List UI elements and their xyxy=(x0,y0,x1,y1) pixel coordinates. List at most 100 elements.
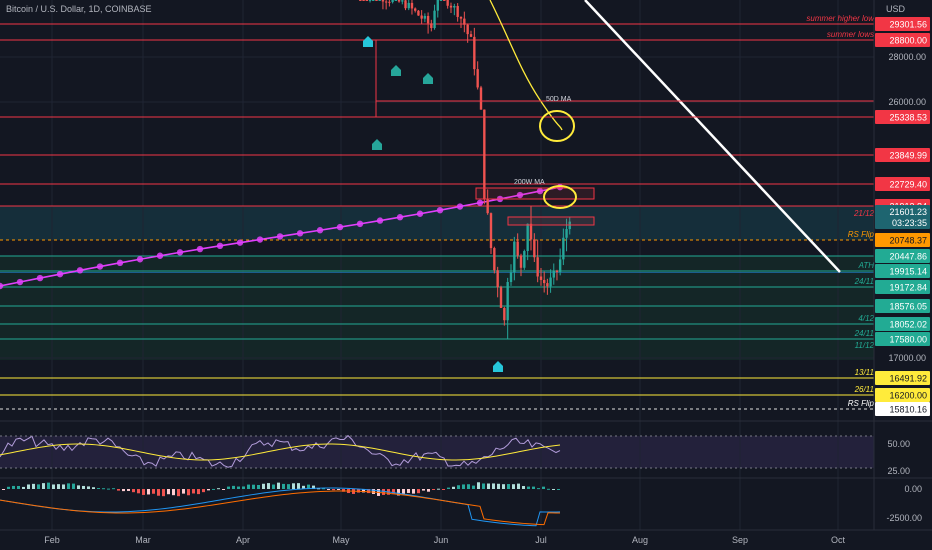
candle-body xyxy=(397,0,401,2)
price-level-label: 20447.86 xyxy=(889,252,927,262)
time-axis[interactable]: Feb Mar Apr May Jun Jul Aug Sep Oct xyxy=(0,529,932,550)
macd-histogram-bar xyxy=(302,485,305,489)
macd-histogram-bar xyxy=(372,489,375,494)
descending-trendline xyxy=(584,0,841,273)
symbol-title[interactable]: Bitcoin / U.S. Dollar, 1D, COINBASE xyxy=(6,4,152,14)
macd-histogram-bar xyxy=(232,485,235,489)
candle-body xyxy=(536,257,539,277)
level-note: 24/11 xyxy=(854,277,874,286)
level-note: summer lows xyxy=(827,30,874,39)
price-level-tag xyxy=(875,332,930,346)
candle-body xyxy=(542,279,546,284)
macd-histogram-bar xyxy=(157,489,160,496)
ma-200w-dot xyxy=(0,282,4,290)
macd-signal-line xyxy=(0,490,561,526)
macd-histogram-bar xyxy=(552,488,555,490)
macd-histogram-bar xyxy=(412,489,415,494)
ma-200w-dot xyxy=(96,263,104,270)
zone-band xyxy=(0,256,874,360)
candle-body xyxy=(469,34,473,37)
macd-histogram-bar xyxy=(472,485,475,489)
candle-body xyxy=(459,16,463,19)
macd-histogram-bar xyxy=(12,485,15,489)
macd-histogram-bar xyxy=(367,489,370,494)
candle-body xyxy=(486,198,489,214)
macd-histogram-bar xyxy=(282,483,285,489)
level-note: 24/11 xyxy=(854,329,874,338)
macd-histogram-bar xyxy=(217,488,220,490)
ma-200w-dot xyxy=(476,199,484,206)
macd-histogram-bar xyxy=(482,483,485,489)
candle-body xyxy=(378,0,381,1)
ma-200w-dot xyxy=(416,210,424,217)
price-level-tag xyxy=(875,402,930,416)
macd-histogram-bar xyxy=(132,489,135,493)
macd-histogram-bar xyxy=(392,489,395,494)
macd-histogram-bar xyxy=(207,489,210,491)
macd-histogram-bar xyxy=(87,486,90,489)
candle-body xyxy=(417,10,420,16)
candle-body xyxy=(549,277,552,287)
macd-histogram-bar xyxy=(432,489,435,490)
candle-body xyxy=(443,0,446,1)
candle-body xyxy=(404,0,407,9)
price-level-label: 16200.00 xyxy=(889,391,927,401)
candle-body xyxy=(506,282,509,321)
ma-200w-dot xyxy=(276,233,284,240)
macd-histogram-bar xyxy=(237,486,240,489)
resistance-box xyxy=(507,216,595,226)
level-note: 13/11 xyxy=(855,368,874,377)
candle-body xyxy=(375,0,378,1)
macd-histogram-bar xyxy=(42,483,45,489)
price-level-lines xyxy=(0,23,874,410)
macd-histogram-bar xyxy=(467,484,470,489)
macd-histogram-bar xyxy=(222,489,225,490)
currency-label: USD xyxy=(886,4,906,14)
ma-200w-dot xyxy=(436,206,444,214)
macd-histogram-bar xyxy=(342,489,345,492)
candle-body xyxy=(407,2,410,9)
candle-body xyxy=(449,5,453,8)
macd-histogram-bar xyxy=(62,484,65,489)
candle-body xyxy=(436,0,439,11)
macd-histogram-bar xyxy=(277,482,280,489)
price-axis[interactable]: 28000.00 26000.00 17000.00 29301.56 28800.00… xyxy=(0,0,932,530)
macd-histogram-bar xyxy=(542,486,545,489)
price-tick-label: 17000.00 xyxy=(888,353,926,363)
price-level-tag xyxy=(875,110,930,124)
candle-body xyxy=(430,23,433,29)
macd-histogram-bar xyxy=(272,484,275,489)
signal-marker xyxy=(363,36,373,47)
candle-body xyxy=(433,10,436,29)
macd-histogram-bar xyxy=(147,489,150,495)
last-price-tag xyxy=(875,205,930,229)
grid-lines xyxy=(0,0,874,530)
resistance-box xyxy=(375,100,875,118)
price-tick-label: 26000.00 xyxy=(888,97,926,107)
macd-histogram-bar xyxy=(107,488,110,490)
macd-histogram-bar xyxy=(122,489,125,492)
macd-histogram-bar xyxy=(407,489,410,493)
macd-histogram-bar xyxy=(162,489,165,497)
candle-body xyxy=(410,2,414,9)
price-level-label: 20748.37 xyxy=(889,236,927,246)
macd-histogram-bar xyxy=(382,489,385,495)
candle-body xyxy=(555,270,559,272)
time-tick-label: Jun xyxy=(434,535,449,545)
trendline[interactable] xyxy=(584,0,841,273)
ma-200w-dot xyxy=(176,249,184,256)
macd-histogram-bar xyxy=(497,483,500,489)
candle-body xyxy=(479,87,483,110)
macd-histogram-bar xyxy=(317,488,320,490)
ma-200w-dot xyxy=(56,270,64,278)
macd-histogram-bar xyxy=(197,489,200,495)
macd-tick-label: 0.00 xyxy=(904,484,922,494)
macd-histogram-bar xyxy=(537,488,540,490)
ma-200w-dot xyxy=(216,242,224,250)
candle-body xyxy=(503,307,506,321)
ma-200w-line xyxy=(0,183,564,290)
macd-histogram-bar xyxy=(417,489,420,494)
macd-histogram-bar xyxy=(287,484,290,489)
highlight-circle xyxy=(543,185,577,209)
